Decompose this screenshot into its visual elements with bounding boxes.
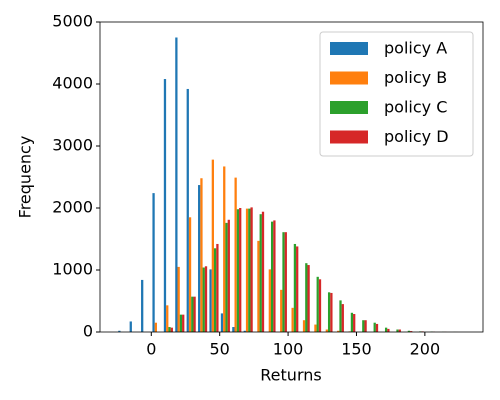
- legend-label: policy B: [384, 68, 447, 87]
- bar: [291, 307, 294, 332]
- bar: [179, 314, 183, 332]
- bar: [154, 322, 157, 332]
- bar: [216, 243, 219, 332]
- legend-swatch: [330, 130, 368, 144]
- bar: [225, 222, 228, 332]
- bar: [186, 88, 189, 333]
- bar: [118, 330, 121, 332]
- legend-label: policy D: [384, 127, 449, 146]
- x-tick-label: 50: [210, 340, 230, 359]
- bar: [350, 312, 354, 332]
- legend-swatch: [330, 42, 368, 55]
- bar: [232, 327, 235, 332]
- bar: [200, 178, 203, 332]
- x-tick-label: 150: [341, 340, 372, 359]
- bar: [209, 269, 212, 332]
- bar: [193, 296, 196, 332]
- bar: [177, 266, 180, 332]
- bar: [325, 329, 328, 332]
- bar: [302, 320, 306, 332]
- bar: [284, 232, 287, 332]
- bar: [296, 246, 299, 332]
- bar: [373, 322, 376, 332]
- y-tick-label: 3000: [52, 136, 93, 155]
- bar: [198, 185, 201, 332]
- bar: [364, 320, 367, 332]
- bar: [213, 248, 217, 332]
- bar: [339, 300, 342, 332]
- bar: [129, 321, 132, 332]
- bar: [337, 330, 340, 332]
- bar: [282, 232, 285, 332]
- bar: [318, 279, 322, 332]
- bar: [396, 329, 399, 332]
- bar: [362, 320, 365, 332]
- bar: [168, 327, 171, 332]
- bar: [163, 79, 167, 332]
- bar: [314, 324, 317, 332]
- bar: [268, 269, 271, 332]
- bar: [223, 166, 226, 332]
- bar: [273, 220, 276, 332]
- bar: [305, 263, 308, 332]
- bar: [202, 267, 205, 332]
- bar: [175, 37, 178, 332]
- bar: [211, 159, 214, 332]
- bar: [250, 207, 253, 332]
- legend-swatch: [330, 101, 368, 114]
- bar: [234, 177, 237, 332]
- bar: [384, 327, 388, 332]
- bar: [316, 276, 319, 332]
- legend-box: [319, 31, 474, 157]
- bar: [166, 305, 169, 332]
- bar: [327, 292, 331, 332]
- bar: [227, 219, 230, 332]
- bar: [239, 208, 242, 332]
- bar: [259, 214, 262, 332]
- x-tick-label: 200: [410, 340, 441, 359]
- bar: [182, 314, 185, 332]
- bar: [353, 314, 356, 332]
- bar: [330, 292, 333, 332]
- bar: [152, 193, 155, 332]
- bar: [236, 209, 240, 332]
- x-tick-label: 0: [146, 340, 156, 359]
- y-axis-label: Frequency: [16, 136, 35, 219]
- bar: [170, 327, 173, 332]
- bar: [280, 289, 283, 332]
- bar: [270, 221, 274, 332]
- bar: [410, 331, 413, 332]
- bar: [293, 243, 297, 332]
- bar: [375, 323, 379, 332]
- bar: [341, 304, 344, 332]
- bar: [261, 211, 265, 332]
- x-axis-label: Returns: [260, 366, 321, 385]
- plot-frame: [99, 21, 484, 333]
- bar: [191, 296, 194, 332]
- bar: [257, 240, 260, 332]
- y-tick-label: 2000: [52, 198, 93, 217]
- bar: [307, 265, 310, 332]
- bar: [387, 328, 390, 332]
- legend-swatch: [330, 71, 368, 85]
- bar: [204, 266, 208, 332]
- y-tick-label: 5000: [52, 12, 93, 31]
- legend-label: policy A: [384, 39, 447, 58]
- y-tick-label: 4000: [52, 74, 93, 93]
- y-tick-label: 1000: [52, 260, 93, 279]
- x-tick-label: 100: [273, 340, 304, 359]
- bar: [220, 313, 224, 332]
- bar: [243, 330, 246, 332]
- y-tick-label: 0: [83, 322, 93, 341]
- bar: [245, 208, 249, 332]
- bar: [398, 329, 401, 332]
- legend-label: policy C: [384, 98, 447, 117]
- bar: [248, 208, 251, 332]
- bar: [407, 330, 411, 332]
- bar: [188, 217, 192, 332]
- bar: [141, 279, 144, 332]
